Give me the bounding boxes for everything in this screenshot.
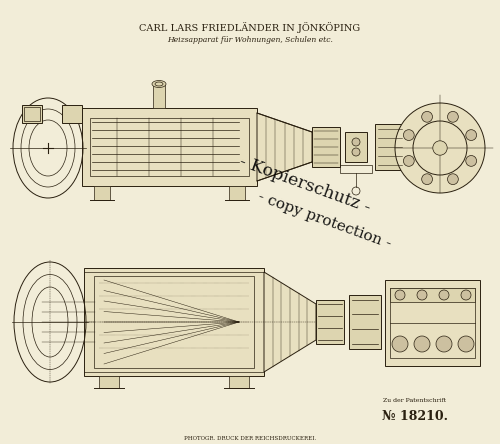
Circle shape [466,155,476,166]
Circle shape [417,290,427,300]
Circle shape [422,111,432,122]
Circle shape [395,290,405,300]
Bar [349,295,381,349]
Circle shape [404,155,414,166]
Bar [316,300,344,344]
Bar [385,280,480,366]
Circle shape [466,130,476,140]
Bar [84,268,264,376]
Bar [229,186,245,200]
Circle shape [439,290,449,300]
Bar [90,118,249,176]
Polygon shape [257,113,312,181]
Circle shape [414,336,430,352]
Circle shape [422,174,432,185]
Circle shape [461,290,471,300]
Text: Heizsapparat für Wohnungen, Schulen etc.: Heizsapparat für Wohnungen, Schulen etc. [167,36,333,44]
Circle shape [436,336,452,352]
Circle shape [448,111,458,122]
Text: - copy protection -: - copy protection - [256,189,394,251]
Bar [345,132,367,162]
Circle shape [392,336,408,352]
Bar [82,108,257,186]
Circle shape [448,174,458,185]
Bar [229,376,249,388]
Bar [390,288,475,358]
Circle shape [458,336,474,352]
Text: № 18210.: № 18210. [382,409,448,423]
Bar [312,127,340,167]
Circle shape [352,138,360,146]
Bar [22,105,42,123]
Circle shape [404,130,414,140]
Circle shape [395,103,485,193]
Bar [94,186,110,200]
Polygon shape [264,272,316,372]
Bar [62,105,82,123]
Text: PHOTOGR. DRUCK DER REICHSDRUCKEREI.: PHOTOGR. DRUCK DER REICHSDRUCKEREI. [184,436,316,440]
Bar [24,107,40,121]
Text: - Kopierschutz -: - Kopierschutz - [237,153,373,217]
Bar [153,84,165,108]
Text: Zu der Patentschrift: Zu der Patentschrift [384,397,446,403]
Text: CARL LARS FRIEDLÄNDER IN JÖNKÖPING: CARL LARS FRIEDLÄNDER IN JÖNKÖPING [140,23,360,33]
Bar [94,276,254,368]
Ellipse shape [152,80,166,87]
Circle shape [433,141,447,155]
Bar [375,124,405,170]
Bar [340,165,372,173]
Bar [390,288,475,302]
Circle shape [352,148,360,156]
Bar [99,376,119,388]
